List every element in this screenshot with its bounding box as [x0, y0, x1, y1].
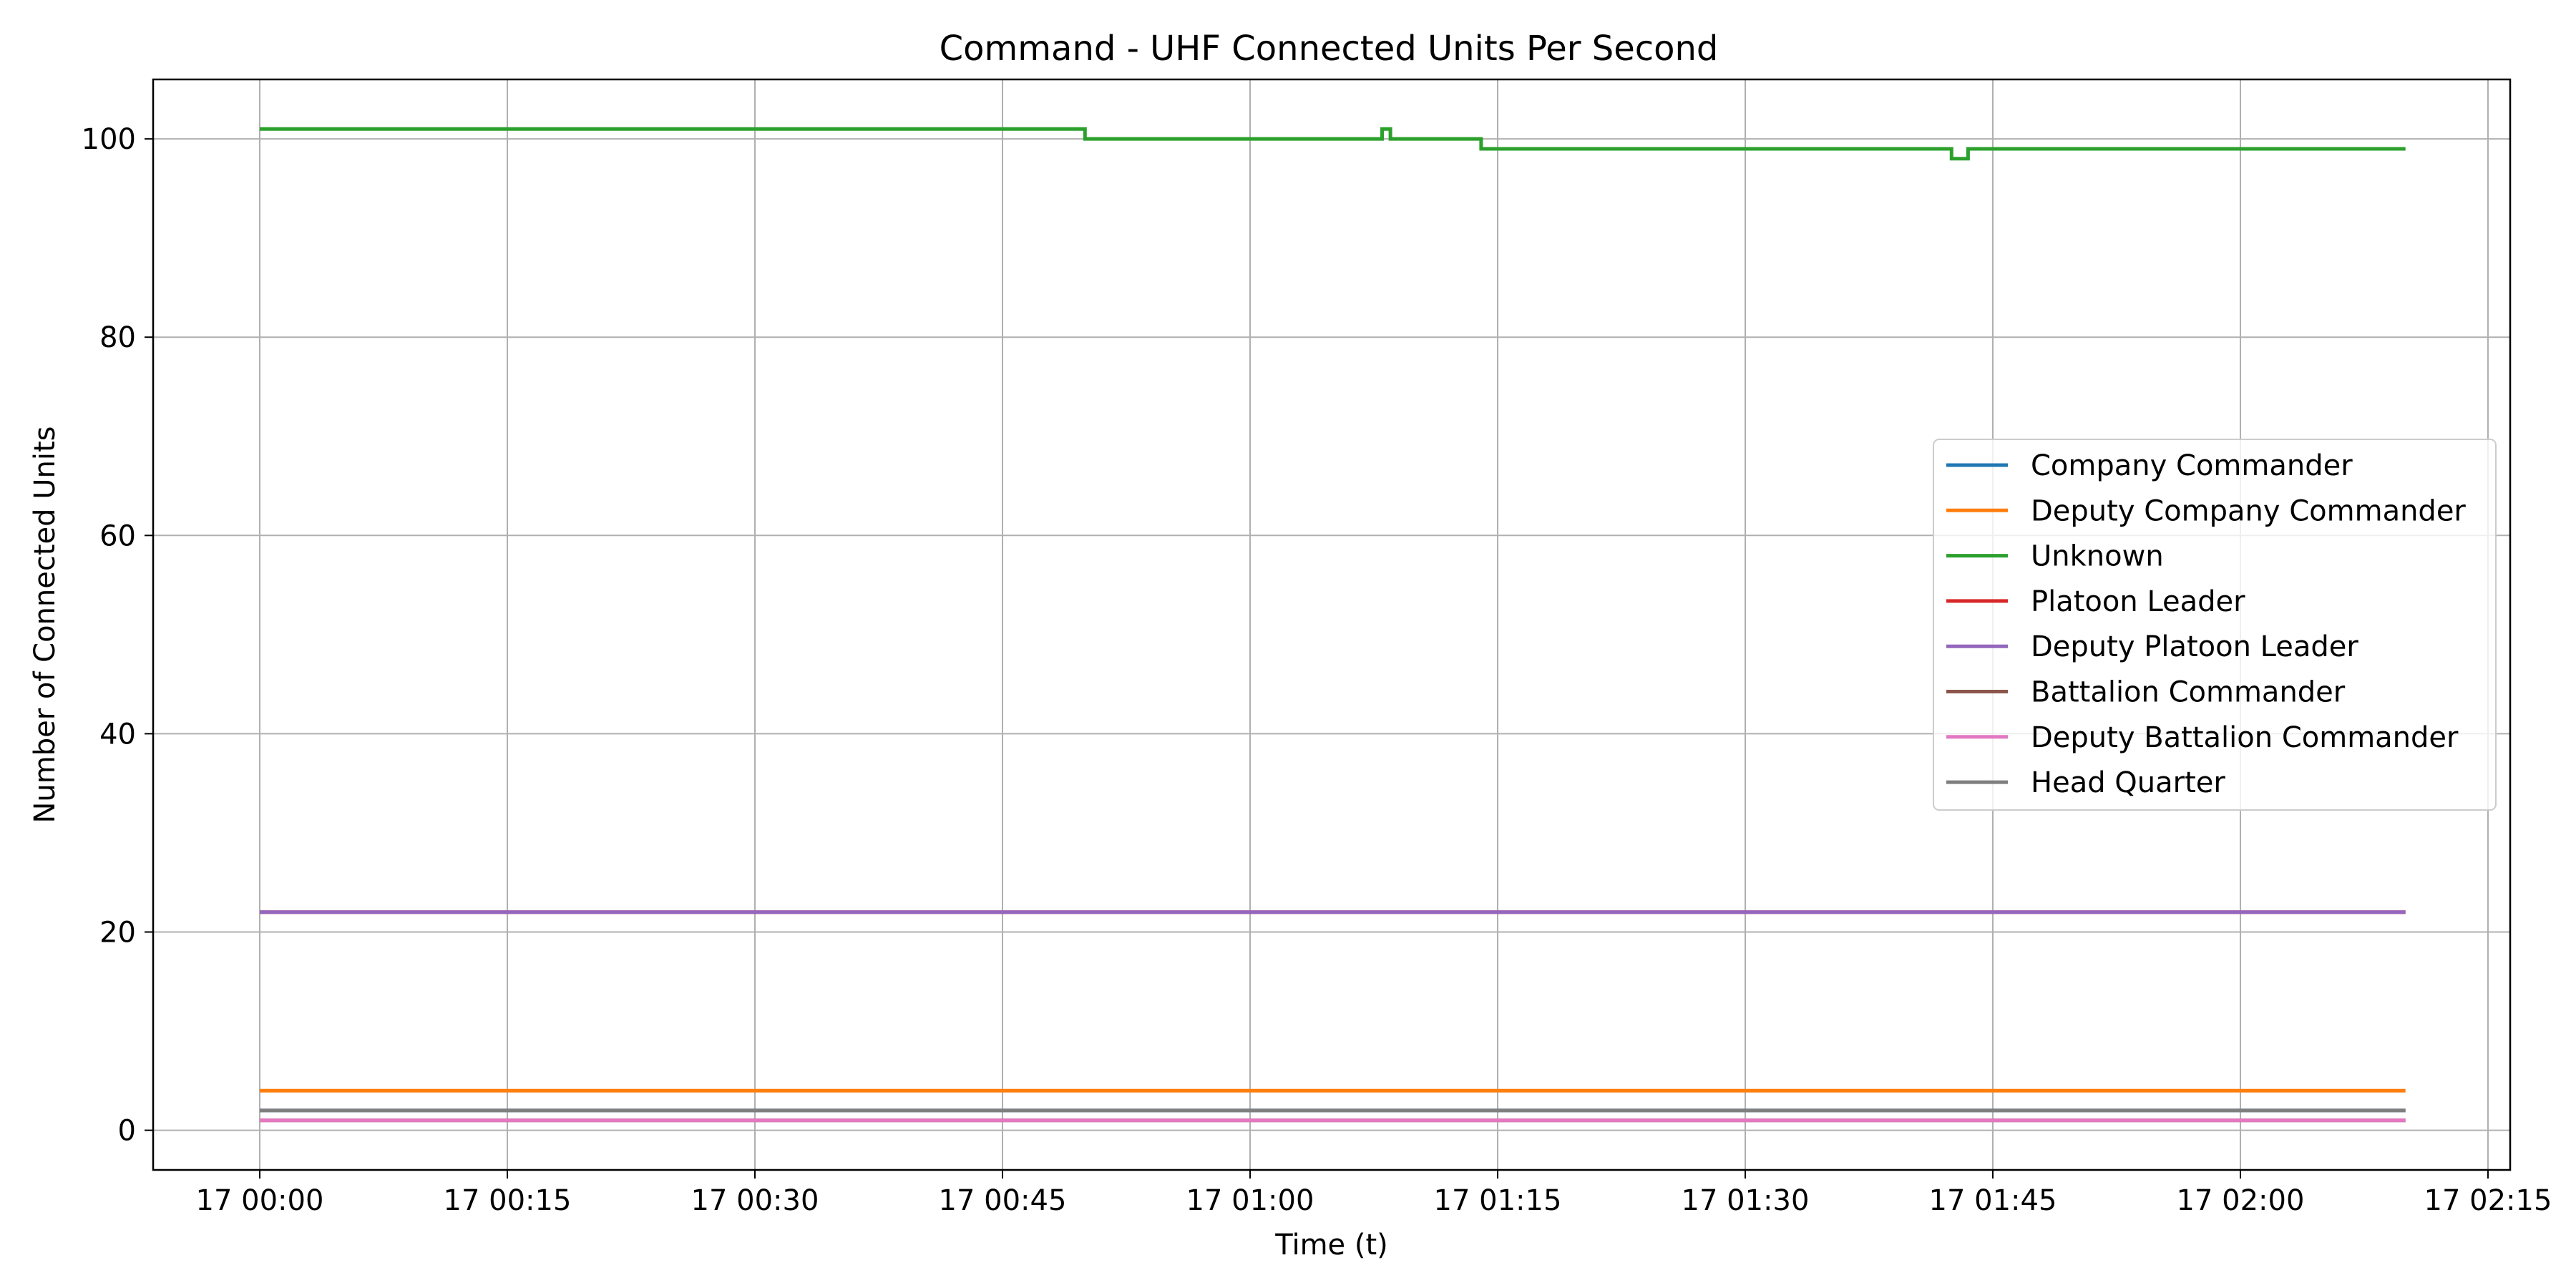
chart-title: Command - UHF Connected Units Per Second — [940, 29, 1719, 69]
legend-label-deputy-company-commander: Deputy Company Commander — [2031, 494, 2466, 527]
legend: Company Commander Deputy Company Commande… — [1933, 439, 2497, 811]
legend-label-deputy-battalion-commander: Deputy Battalion Commander — [2031, 721, 2459, 754]
legend-label-deputy-platoon-leader: Deputy Platoon Leader — [2031, 630, 2358, 663]
x-axis-ticks: 17 00:00 17 00:15 17 00:30 17 00:45 17 01:00… — [196, 1170, 2552, 1217]
legend-label-battalion-commander: Battalion Commander — [2031, 676, 2346, 709]
x-tick-label: 17 00:00 — [196, 1184, 324, 1217]
x-tick-label: 17 02:15 — [2424, 1184, 2552, 1217]
plot-frame — [152, 78, 2512, 1171]
x-tick-label: 17 00:30 — [691, 1184, 819, 1217]
series-lines — [260, 127, 2406, 1123]
x-tick-label: 17 00:15 — [444, 1184, 572, 1217]
legend-items: Company Commander Deputy Company Commande… — [1946, 449, 2466, 799]
series-line-unknown — [260, 127, 2406, 161]
legend-label-head-quarter: Head Quarter — [2031, 766, 2225, 799]
y-tick-label: 80 — [99, 321, 136, 354]
y-tick-label: 20 — [99, 916, 136, 949]
y-tick-label: 60 — [99, 519, 136, 552]
y-axis-label: Number of Connected Units — [29, 426, 62, 823]
y-axis-ticks: 0 20 40 60 80 100 — [82, 123, 153, 1148]
legend-label-company-commander: Company Commander — [2031, 449, 2353, 482]
x-axis-label: Time (t) — [1274, 1229, 1388, 1262]
y-tick-label: 0 — [118, 1115, 136, 1148]
x-tick-label: 17 02:00 — [2177, 1184, 2305, 1217]
legend-label-platoon-leader: Platoon Leader — [2031, 585, 2245, 618]
y-tick-label: 100 — [82, 123, 136, 156]
x-tick-label: 17 01:00 — [1186, 1184, 1314, 1217]
y-tick-label: 40 — [99, 718, 136, 751]
x-tick-label: 17 00:45 — [939, 1184, 1067, 1217]
x-tick-label: 17 01:15 — [1434, 1184, 1562, 1217]
legend-label-unknown: Unknown — [2031, 540, 2164, 573]
x-tick-label: 17 01:30 — [1682, 1184, 1810, 1217]
x-tick-label: 17 01:45 — [1929, 1184, 2057, 1217]
legend-box — [1933, 439, 2497, 811]
